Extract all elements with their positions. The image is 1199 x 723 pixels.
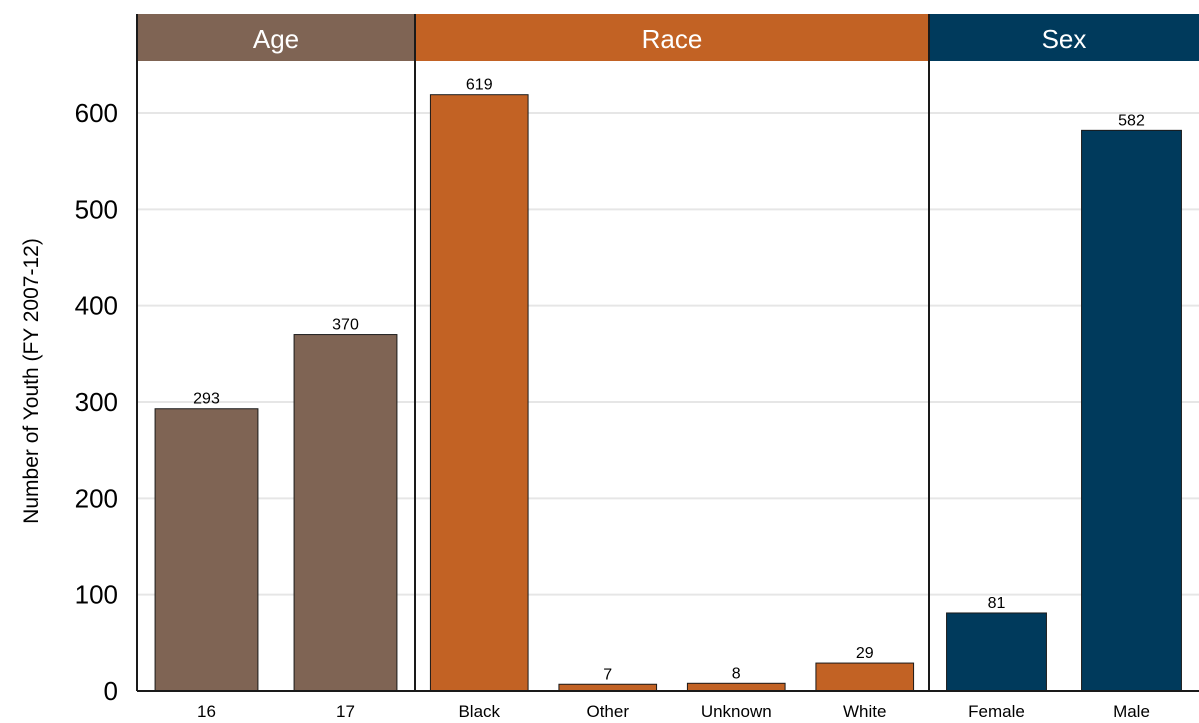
- x-tick-label: Male: [1113, 702, 1150, 721]
- x-tick-label: Other: [586, 702, 629, 721]
- x-tick-label: 17: [336, 702, 355, 721]
- facet-strip-label: Age: [253, 24, 299, 54]
- bar: [558, 683, 658, 692]
- y-axis: 0 100 200 300 400 500 600: [75, 98, 118, 706]
- bar: [946, 612, 1047, 692]
- y-tick-label: 400: [75, 291, 118, 321]
- data-label: 8: [732, 665, 741, 682]
- bar: [815, 662, 915, 692]
- data-label: 370: [332, 317, 359, 334]
- y-tick-label: 500: [75, 194, 118, 224]
- y-tick-label: 300: [75, 387, 118, 417]
- data-label: 582: [1118, 112, 1145, 129]
- data-label: 293: [193, 391, 220, 408]
- y-tick-label: 200: [75, 483, 118, 513]
- facet-race: Race 619 Black 7 Other 8 Unknown 29 White: [415, 14, 929, 721]
- facet-age: Age 293 16 370 17: [137, 14, 415, 721]
- facet-sex: Sex 81 Female 582 Male: [929, 14, 1199, 721]
- facet-strip-label: Sex: [1042, 24, 1087, 54]
- bar: [293, 334, 398, 692]
- facet-strip: [929, 14, 1199, 61]
- facet-strip: [415, 14, 929, 61]
- facet-panels: Age 293 16 370 17 Race 619 Black 7 Other 8 Unknown 2…: [136, 14, 1199, 721]
- data-label: 81: [988, 595, 1006, 612]
- x-tick-label: 16: [197, 702, 216, 721]
- facet-strip: [137, 14, 415, 61]
- x-tick-label: Unknown: [701, 702, 772, 721]
- y-tick-label: 0: [104, 676, 118, 706]
- bar: [154, 408, 259, 692]
- data-label: 29: [856, 645, 874, 662]
- bar: [429, 94, 529, 692]
- x-tick-label: White: [843, 702, 886, 721]
- y-tick-label: 600: [75, 98, 118, 128]
- x-tick-label: Female: [968, 702, 1025, 721]
- data-label: 7: [603, 666, 612, 683]
- x-tick-label: Black: [458, 702, 500, 721]
- bar: [1081, 129, 1182, 692]
- y-axis-label: Number of Youth (FY 2007-12): [20, 238, 43, 524]
- facet-strip-label: Race: [642, 24, 703, 54]
- bar: [686, 682, 786, 692]
- y-tick-label: 100: [75, 580, 118, 610]
- data-label: 619: [466, 77, 493, 94]
